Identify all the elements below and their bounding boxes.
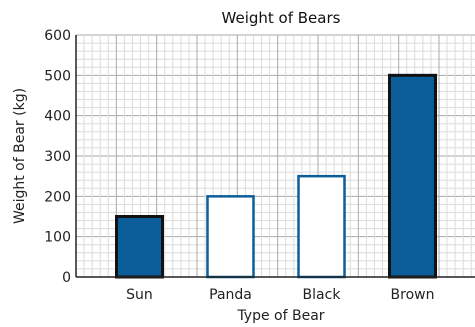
y-tick-label: 600 — [44, 28, 71, 44]
y-tick-label: 500 — [44, 68, 71, 84]
x-tick-labels: Sun Panda Black Brown — [126, 287, 434, 303]
x-tick-label: Panda — [209, 287, 252, 303]
bar-sun — [115, 215, 164, 279]
bar-brown — [388, 73, 437, 279]
y-tick-label: 200 — [44, 189, 71, 205]
bar-panda — [206, 195, 255, 279]
bars — [115, 73, 437, 279]
chart-title: Weight of Bears — [222, 9, 341, 27]
y-tick-label: 400 — [44, 109, 71, 125]
y-tick-label: 0 — [62, 270, 71, 286]
y-axis-label: Weight of Bear (kg) — [12, 88, 28, 224]
y-tick-label: 300 — [44, 149, 71, 165]
x-tick-label: Sun — [126, 287, 153, 303]
x-tick-label: Brown — [391, 287, 435, 303]
x-axis-label: Type of Bear — [236, 308, 324, 324]
y-tick-labels: 0 100 200 300 400 500 600 — [44, 28, 71, 286]
bar-black — [297, 174, 346, 279]
x-tick-label: Black — [303, 287, 342, 303]
y-tick-label: 100 — [44, 230, 71, 246]
